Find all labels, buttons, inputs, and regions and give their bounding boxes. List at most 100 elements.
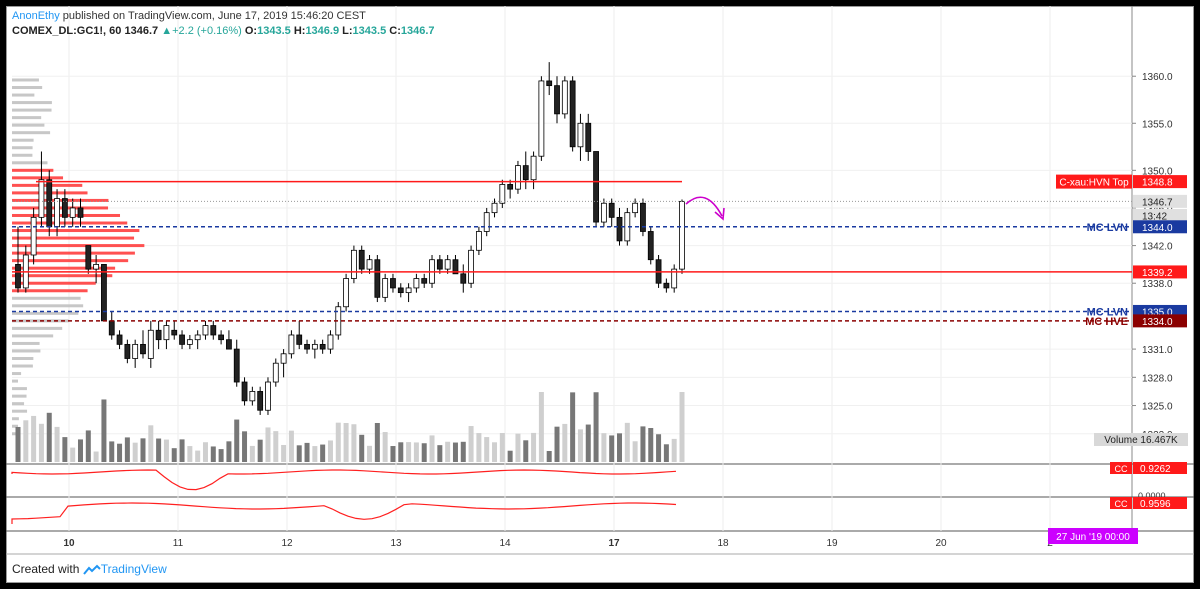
volume-profile-bar (12, 116, 41, 119)
candle-body (594, 152, 599, 223)
volume-bar (62, 437, 67, 462)
volume-profile-bar (12, 86, 42, 89)
created-with-label: Created with (12, 562, 79, 576)
volume-bar (109, 441, 114, 462)
candle-body (633, 203, 638, 212)
candle-body (351, 250, 356, 278)
volume-bar (648, 428, 653, 462)
symbol-name[interactable]: COMEX_DL:GC1!, 60 (12, 25, 121, 37)
candle-body (86, 246, 91, 270)
volume-bar (375, 423, 380, 462)
level-label: MC LVN (1087, 222, 1128, 234)
candle-body (78, 208, 83, 217)
candle-body (664, 283, 669, 288)
volume-bar (476, 433, 481, 462)
candle-body (500, 184, 505, 203)
volume-profile-bar (12, 349, 40, 352)
volume-bar (117, 444, 122, 462)
level-label: C-xau:HVN Top (1059, 178, 1129, 189)
cc-value: 0.9596 (1140, 499, 1171, 510)
volume-profile-bar (12, 146, 33, 149)
volume-profile-bar (12, 222, 127, 225)
volume-profile-bar (12, 402, 24, 405)
price-label-text: 1346.7 (1142, 197, 1173, 208)
candle-body (492, 203, 497, 212)
volume-profile-bar (12, 289, 88, 292)
volume-bar (289, 431, 294, 462)
volume-profile-bar (12, 94, 34, 97)
candle-body (281, 354, 286, 363)
open-label: O: (245, 25, 257, 37)
volume-bar (101, 399, 106, 462)
volume-bar (305, 443, 310, 462)
candle-body (164, 326, 169, 340)
candle-body (297, 335, 302, 344)
volume-bar (226, 441, 231, 462)
candle-body (555, 86, 560, 114)
volume-bar (172, 448, 177, 462)
candle-body (414, 279, 419, 288)
price-change: +2.2 (+0.16%) (172, 25, 242, 37)
volume-bar (203, 442, 208, 462)
candle-body (180, 335, 185, 344)
volume-bar (328, 440, 333, 462)
volume-profile-bar (12, 380, 18, 383)
volume-bar (16, 427, 21, 462)
candle-body (601, 203, 606, 222)
y-tick-label: 1338.0 (1142, 279, 1173, 290)
publish-line: AnonEthy published on TradingView.com, J… (12, 10, 366, 22)
candle-body (344, 279, 349, 307)
candle-body (47, 180, 52, 227)
author-name[interactable]: AnonEthy (12, 10, 60, 22)
volume-profile-bar (12, 139, 34, 142)
volume-profile-bar (12, 252, 135, 255)
volume-profile-bar (12, 109, 52, 112)
volume-bar (633, 441, 638, 462)
volume-bar (609, 435, 614, 462)
candle-body (219, 335, 224, 340)
volume-profile-bar (12, 78, 39, 81)
tradingview-brand[interactable]: TradingView (101, 562, 167, 576)
volume-bar (336, 423, 341, 462)
y-tick-label: 1328.0 (1142, 373, 1173, 384)
volume-profile-bar (12, 124, 44, 127)
candle-body (328, 335, 333, 349)
volume-bar (594, 392, 599, 462)
price-label-text: 1334.0 (1142, 317, 1173, 328)
candle-body (680, 201, 685, 269)
volume-bar (469, 426, 474, 462)
chart-frame: 1360.01355.01350.01346.01342.01338.01331… (6, 6, 1194, 583)
volume-bar (562, 424, 567, 462)
candle-body (187, 340, 192, 345)
cc-value: 0.9262 (1140, 464, 1171, 475)
volume-bar (351, 424, 356, 462)
volume-bar (508, 451, 513, 462)
volume-bar (148, 425, 153, 462)
volume-bar (484, 437, 489, 462)
volume-profile-bar (12, 237, 134, 240)
candle-body (125, 344, 130, 358)
candle-body (476, 231, 481, 250)
volume-bar (78, 439, 83, 462)
volume-bar (672, 439, 677, 462)
volume-bar (344, 423, 349, 462)
candle-body (250, 391, 255, 400)
candle-body (39, 180, 44, 218)
high-value: 1346.9 (305, 25, 339, 37)
candle-body (617, 217, 622, 241)
volume-bar (187, 446, 192, 462)
candle-body (609, 203, 614, 217)
price-label-text: 1344.0 (1142, 223, 1173, 234)
low-value: 1343.5 (353, 25, 387, 37)
candle-body (211, 326, 216, 335)
volume-bar (601, 433, 606, 462)
candle-body (148, 330, 153, 358)
volume-bar (180, 439, 185, 462)
candle-body (539, 81, 544, 156)
candle-body (320, 344, 325, 349)
volume-bar (680, 392, 685, 462)
volume-bar (156, 439, 161, 462)
price-chart[interactable]: 1360.01355.01350.01346.01342.01338.01331… (6, 6, 1194, 583)
x-tick-label: 19 (826, 538, 838, 549)
candle-body (398, 288, 403, 293)
